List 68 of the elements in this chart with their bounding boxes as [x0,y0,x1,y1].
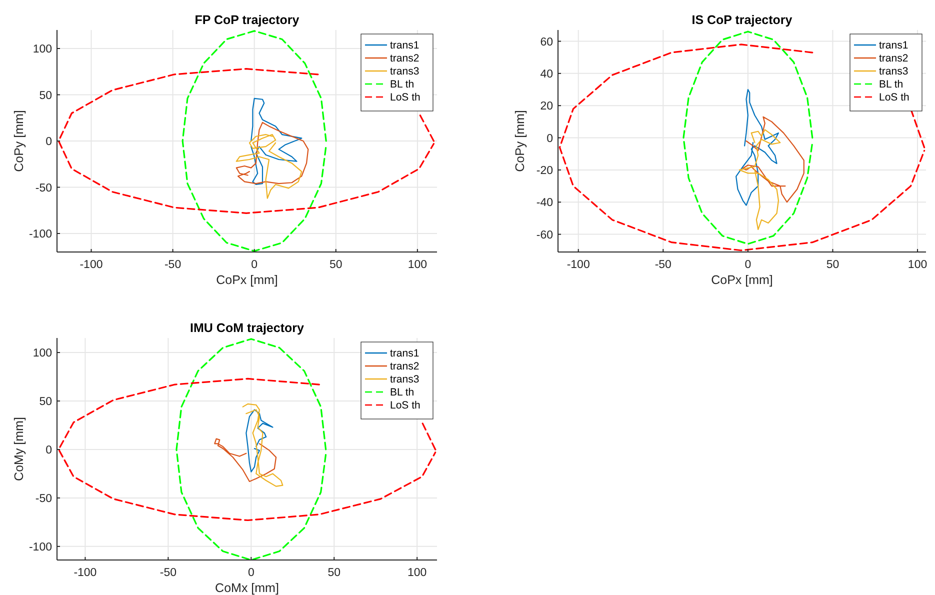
line-series [214,438,277,482]
x-tick-label: 0 [744,259,752,271]
y-tick-label: -20 [536,164,553,177]
x-tick-label: -100 [74,567,97,579]
x-axis-title: CoMx [mm] [215,581,279,595]
x-tick-label: 100 [408,259,428,271]
x-tick-label: -100 [80,259,103,271]
y-tick-label: -40 [536,197,553,210]
y-tick-label: -50 [35,182,52,194]
line-series [250,98,302,186]
x-tick-label: 0 [248,567,254,579]
x-tick-label: 100 [407,567,427,579]
line-series [182,30,327,252]
x-tick-label: 100 [908,259,928,271]
x-axis-title: CoPx [mm] [711,273,773,287]
legend-label: LoS th [390,92,421,104]
line-series [242,403,284,487]
line-series [236,134,302,199]
y-tick-label: -60 [536,229,553,242]
x-tick-label: -50 [160,567,176,579]
legend-label: trans2 [390,360,420,373]
legend-label: BL th [879,78,904,91]
line-series [742,116,804,203]
line-series [738,129,781,230]
x-tick-label: 50 [328,567,341,579]
legend-label: trans3 [879,66,908,78]
y-tick-label: 50 [39,396,52,408]
y-tick-label: -50 [35,492,52,505]
legend-label: BL th [390,78,414,91]
chart-title: FP CoP trajectory [194,13,300,27]
chart-title: IMU CoM trajectory [190,321,304,335]
legend-label: trans1 [879,40,908,52]
y-axis-title: CoPy [mm] [12,110,26,172]
y-tick-label: 0 [546,132,553,145]
y-tick-label: 20 [540,100,553,113]
x-tick-label: -100 [566,259,590,271]
y-tick-label: 60 [540,36,553,48]
y-tick-label: 100 [32,44,52,56]
y-tick-label: 0 [46,444,52,457]
y-axis-title: CoMy [mm] [12,417,26,481]
legend-label: trans1 [390,40,420,52]
line-series [236,122,309,184]
line-series [246,409,274,472]
legend-label: trans2 [390,52,420,65]
y-tick-label: 0 [46,136,52,148]
x-tick-label: 50 [826,259,840,271]
legend-label: trans2 [879,52,908,65]
line-series [682,30,814,245]
legend-label: LoS th [879,92,910,104]
x-tick-label: 0 [251,259,258,271]
y-tick-label: -100 [28,228,52,241]
y-tick-label: 40 [540,68,553,80]
x-axis-title: CoPx [mm] [216,273,278,287]
y-tick-label: -100 [28,541,52,554]
x-tick-label: -50 [654,259,672,271]
y-tick-label: 100 [32,348,52,360]
line-series [736,88,780,206]
chart-title: IS CoP trajectory [692,13,792,27]
y-tick-label: 50 [39,90,52,102]
y-axis-title: CoPy [mm] [513,110,527,172]
legend-label: trans3 [390,66,420,78]
x-tick-label: -50 [164,259,182,271]
legend-label: BL th [390,386,414,399]
line-series [176,338,327,560]
x-tick-label: 50 [329,259,342,271]
legend-label: LoS th [390,400,421,412]
legend-label: trans3 [390,374,420,386]
legend-label: trans1 [390,348,420,360]
